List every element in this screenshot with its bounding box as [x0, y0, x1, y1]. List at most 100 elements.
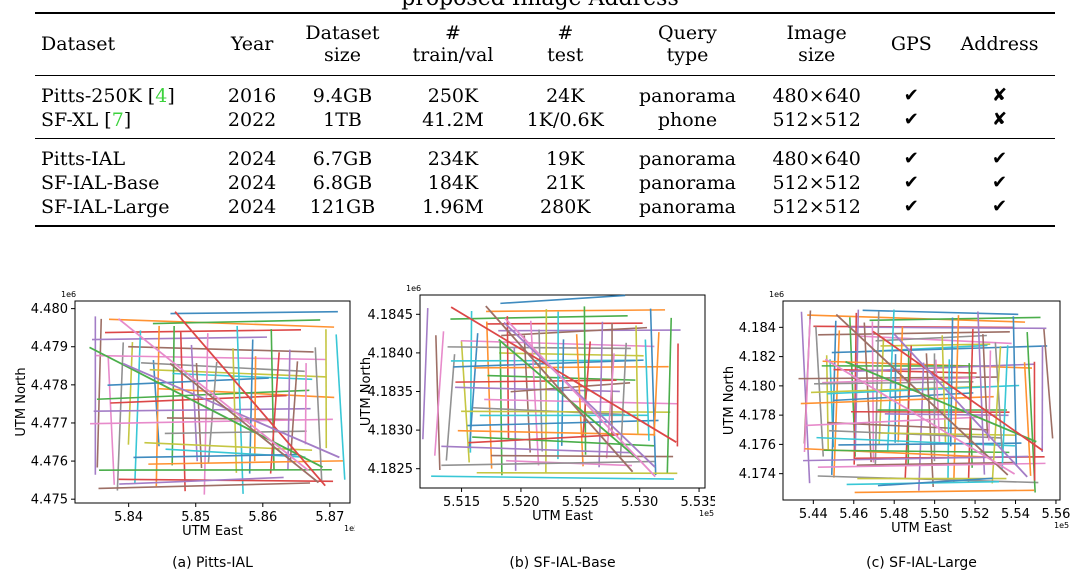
- trajectory-line: [484, 398, 678, 405]
- trajectory-line: [179, 332, 186, 492]
- cell-gps: ✔: [903, 84, 919, 106]
- column-header: Image size: [755, 13, 879, 75]
- trajectory-line: [676, 343, 679, 447]
- y-tick-label: 4.1830: [368, 424, 414, 439]
- trajectory-line: [845, 360, 1037, 443]
- citation-link[interactable]: 4: [155, 84, 168, 107]
- cell-gps: ✔: [903, 108, 919, 130]
- trajectory-line: [445, 354, 456, 461]
- trajectory-line: [433, 331, 445, 456]
- table-row: Pitts-IAL 2024 6.7GB 234K 19K panorama 480×640…: [35, 138, 1055, 171]
- cell-year: 2024: [227, 147, 277, 170]
- trajectory-line: [506, 316, 510, 439]
- trajectory-line: [994, 342, 1004, 457]
- cell-img: 480×640: [772, 84, 861, 107]
- trajectory-line: [96, 389, 310, 401]
- trajectory-line: [605, 353, 615, 459]
- y-tick-label: 4.479: [31, 340, 68, 355]
- trajectory-line: [1026, 332, 1036, 493]
- trajectory-line: [499, 352, 644, 357]
- column-header-line: test: [547, 44, 584, 67]
- trajectory-line: [468, 333, 479, 449]
- trajectory-line: [817, 462, 1046, 468]
- cell-img: 512×512: [772, 195, 861, 218]
- trajectory-line: [849, 363, 1035, 373]
- trajectory-line: [803, 319, 811, 453]
- trajectory-line: [538, 329, 543, 452]
- trajectory-line: [304, 363, 307, 445]
- trajectory-line: [116, 342, 125, 491]
- trajectory-line: [833, 330, 841, 478]
- trajectory-line: [1012, 316, 1018, 465]
- trajectory-line: [165, 448, 306, 458]
- y-tick-label: 4.475: [31, 493, 68, 508]
- trajectory-line: [248, 339, 254, 474]
- y-tick-label: 4.1835: [368, 385, 414, 400]
- y-tick-label: 4.476: [31, 455, 68, 470]
- trajectory-line: [455, 379, 617, 383]
- trajectory-line: [269, 352, 280, 474]
- trajectory-line: [583, 306, 587, 455]
- x-exponent-label: 1e5: [1054, 521, 1069, 530]
- x-tick-label: 5.515: [443, 495, 480, 510]
- x-tick-label: 5.84: [114, 510, 143, 525]
- table-row: SF-IAL-Large 2024 121GB 1.96M 280K panorama 51…: [35, 195, 1055, 226]
- x-tick-label: 5.54: [1001, 507, 1030, 522]
- x-tick-label: 5.525: [562, 495, 599, 510]
- column-header: Address: [944, 13, 1055, 75]
- trajectory-line: [487, 322, 643, 325]
- trajectory-line: [877, 477, 993, 487]
- trajectory-line: [666, 317, 673, 473]
- citation-link[interactable]: 7: [111, 108, 124, 131]
- trajectory-line: [110, 394, 287, 404]
- trajectory-line: [485, 305, 634, 473]
- trajectory-line: [501, 326, 648, 337]
- column-header-line: type: [666, 44, 709, 67]
- cell-size: 1TB: [323, 108, 362, 131]
- trajectory-line: [872, 330, 1043, 452]
- trajectory-line: [122, 362, 340, 459]
- x-tick-label: 5.46: [839, 507, 868, 522]
- trajectory-line: [854, 309, 860, 452]
- x-tick-label: 5.87: [315, 510, 344, 525]
- cell-gps: ✔: [903, 147, 919, 169]
- y-axis-label: UTM North: [360, 357, 374, 426]
- column-header-line: Image: [786, 22, 847, 45]
- trajectory-line: [93, 407, 311, 412]
- trajectory-line: [461, 410, 671, 413]
- trajectory-line: [155, 325, 160, 487]
- trajectory-line: [854, 489, 1035, 494]
- trajectory-line: [831, 345, 1048, 354]
- dataset-name: SF-IAL-Large: [41, 195, 170, 218]
- street-trajectories: [89, 310, 346, 495]
- cell-size: 6.7GB: [312, 147, 373, 170]
- trajectory-line: [982, 334, 989, 438]
- x-exponent-label: 1e5: [344, 524, 355, 533]
- y-tick-label: 4.477: [31, 416, 68, 431]
- chart-sf-ial-base: 5.515 5.520 5.525 5.530 5.535 4.1825 4.1830 4.1…: [360, 284, 715, 571]
- trajectory-line: [90, 418, 333, 425]
- trajectory-line: [893, 333, 1028, 478]
- trajectory-line: [91, 336, 268, 341]
- x-tick-label: 5.85: [181, 510, 210, 525]
- trajectory-line: [104, 329, 302, 334]
- trajectory-line: [431, 475, 674, 480]
- trajectory-line: [314, 347, 323, 482]
- cell-img: 512×512: [772, 108, 861, 131]
- trajectory-line: [598, 321, 604, 468]
- cell-img: 480×640: [772, 147, 861, 170]
- trajectory-line: [500, 294, 626, 305]
- trajectory-line: [117, 318, 310, 472]
- plot-frame: [74, 300, 351, 504]
- trajectory-line: [441, 445, 632, 454]
- cell-test: 24K: [546, 84, 585, 107]
- cell-size: 121GB: [309, 195, 376, 218]
- trajectory-line: [98, 482, 311, 490]
- trajectory-line: [635, 325, 639, 435]
- y-axis-label: UTM North: [722, 366, 737, 435]
- chart-sf-ial-large: 5.44 5.46 5.48 5.50 5.52 5.54 5.56 4.174 4.176 4.…: [722, 290, 1070, 571]
- trajectory-line: [89, 346, 323, 468]
- cell-year: 2024: [227, 171, 277, 194]
- y-exponent-label: 1e6: [769, 290, 784, 299]
- trajectory-line: [800, 311, 811, 484]
